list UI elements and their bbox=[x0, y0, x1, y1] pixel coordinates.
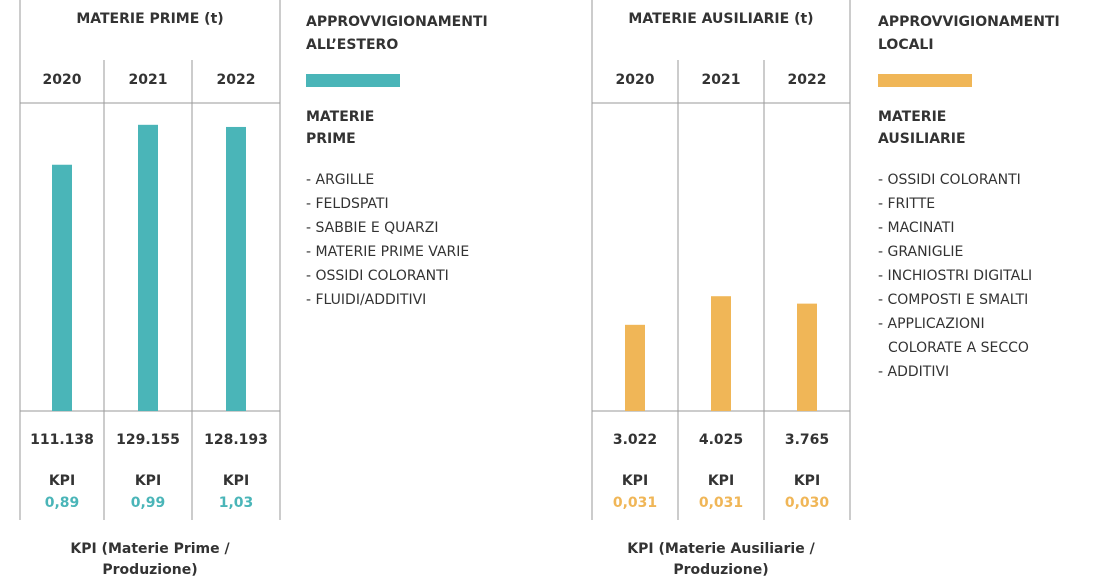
list-item: - APPLICAZIONI bbox=[878, 316, 985, 332]
bar bbox=[52, 164, 72, 411]
chart-title: MATERIE PRIME (t) bbox=[76, 11, 223, 27]
panel-title: APPROVVIGIONAMENTI bbox=[306, 14, 488, 30]
list-item: - FLUIDI/ADDITIVI bbox=[306, 292, 426, 308]
value-label: 128.193 bbox=[204, 432, 268, 448]
kpi-label: KPI bbox=[622, 473, 648, 489]
list-item: - FRITTE bbox=[878, 196, 935, 212]
legend-swatch bbox=[306, 74, 400, 87]
panel-subtitle: MATERIE bbox=[306, 109, 374, 125]
list-item: - OSSIDI COLORANTI bbox=[878, 172, 1021, 188]
bar bbox=[797, 303, 817, 411]
chart-title: MATERIE AUSILIARIE (t) bbox=[628, 11, 813, 27]
kpi-value: 0,99 bbox=[131, 495, 166, 511]
value-label: 129.155 bbox=[116, 432, 180, 448]
list-item: COLORATE A SECCO bbox=[888, 340, 1029, 356]
list-item: - ARGILLE bbox=[306, 172, 374, 188]
value-label: 111.138 bbox=[30, 432, 94, 448]
panel-title: LOCALI bbox=[878, 37, 934, 53]
panel-title: ALL’ESTERO bbox=[306, 37, 398, 53]
value-label: 3.022 bbox=[613, 432, 657, 448]
footnote: KPI (Materie Ausiliarie / bbox=[627, 541, 815, 557]
year-label: 2022 bbox=[788, 72, 827, 88]
bar bbox=[138, 124, 158, 411]
legend-swatch bbox=[878, 74, 972, 87]
year-label: 2020 bbox=[616, 72, 655, 88]
kpi-label: KPI bbox=[794, 473, 820, 489]
list-item: - ADDITIVI bbox=[878, 364, 949, 380]
kpi-label: KPI bbox=[49, 473, 75, 489]
kpi-value: 1,03 bbox=[219, 495, 254, 511]
value-label: 4.025 bbox=[699, 432, 743, 448]
list-item: - OSSIDI COLORANTI bbox=[306, 268, 449, 284]
kpi-value: 0,89 bbox=[45, 495, 80, 511]
bar bbox=[625, 324, 645, 411]
bar bbox=[226, 126, 246, 412]
footnote: Produzione) bbox=[673, 562, 768, 578]
panel-subtitle: MATERIE bbox=[878, 109, 946, 125]
footnote: Produzione) bbox=[102, 562, 197, 578]
list-item: - COMPOSTI E SMALTI bbox=[878, 292, 1028, 308]
list-item: - MACINATI bbox=[878, 220, 954, 236]
year-label: 2021 bbox=[702, 72, 741, 88]
value-label: 3.765 bbox=[785, 432, 829, 448]
list-item: - GRANIGLIE bbox=[878, 244, 963, 260]
kpi-value: 0,030 bbox=[785, 495, 830, 511]
panel-subtitle: AUSILIARIE bbox=[878, 131, 966, 147]
panel-subtitle: PRIME bbox=[306, 131, 356, 147]
kpi-value: 0,031 bbox=[613, 495, 657, 511]
year-label: 2022 bbox=[217, 72, 256, 88]
panel-title: APPROVVIGIONAMENTI bbox=[878, 14, 1060, 30]
year-label: 2021 bbox=[129, 72, 168, 88]
list-item: - FELDSPATI bbox=[306, 196, 389, 212]
list-item: - MATERIE PRIME VARIE bbox=[306, 244, 469, 260]
kpi-value: 0,031 bbox=[699, 495, 743, 511]
list-item: - INCHIOSTRI DIGITALI bbox=[878, 268, 1032, 284]
kpi-label: KPI bbox=[223, 473, 249, 489]
year-label: 2020 bbox=[43, 72, 82, 88]
list-item: - SABBIE E QUARZI bbox=[306, 220, 438, 236]
footnote: KPI (Materie Prime / bbox=[70, 541, 230, 557]
kpi-label: KPI bbox=[708, 473, 734, 489]
kpi-label: KPI bbox=[135, 473, 161, 489]
bar bbox=[711, 296, 731, 411]
